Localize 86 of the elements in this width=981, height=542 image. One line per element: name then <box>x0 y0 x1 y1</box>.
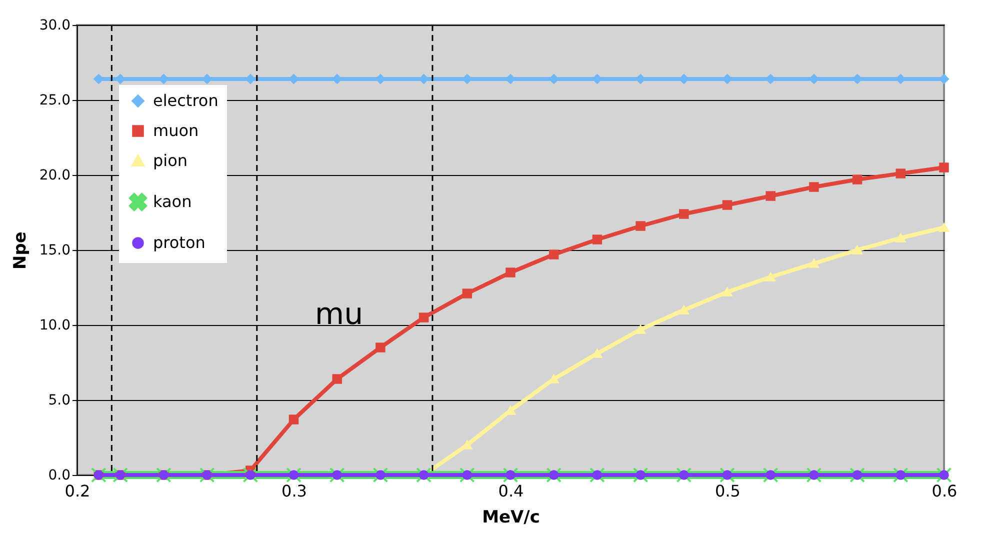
point <box>506 268 516 278</box>
point <box>806 467 822 483</box>
point <box>548 470 559 480</box>
y-tick-label: 30.0 <box>39 18 70 34</box>
y-axis-title: Npe <box>10 232 30 270</box>
point <box>896 168 906 178</box>
legend-label: proton <box>153 233 206 252</box>
point <box>766 191 776 201</box>
point <box>679 306 689 314</box>
point <box>156 467 172 483</box>
point <box>939 223 949 232</box>
point <box>416 467 432 483</box>
x-tick-label: 0.2 <box>64 482 90 500</box>
point <box>376 342 386 352</box>
point <box>852 246 862 254</box>
point <box>636 470 646 480</box>
point <box>548 250 559 260</box>
point <box>112 467 128 483</box>
point <box>592 234 602 244</box>
legend-label: muon <box>153 121 199 140</box>
point <box>722 200 732 210</box>
point <box>679 209 689 219</box>
point <box>939 470 949 480</box>
point <box>592 470 602 480</box>
point <box>242 467 258 483</box>
point <box>592 349 602 358</box>
point <box>632 467 648 483</box>
point <box>896 234 906 242</box>
point <box>332 374 342 384</box>
x-tick-label: 0.4 <box>498 482 524 500</box>
point <box>762 467 778 483</box>
point <box>892 467 908 483</box>
point <box>896 470 906 480</box>
point <box>852 174 862 184</box>
annotation: mu <box>314 297 364 332</box>
point <box>676 467 692 483</box>
point <box>332 74 342 84</box>
y-tick-label: 0.0 <box>48 468 70 484</box>
x-tick-label: 0.5 <box>715 482 740 500</box>
x-tick-label: 0.6 <box>932 482 958 500</box>
y-tick-label: 5.0 <box>48 392 70 408</box>
point <box>329 467 345 483</box>
point <box>936 467 952 483</box>
point <box>462 288 472 298</box>
point <box>636 221 646 231</box>
point <box>720 467 735 483</box>
x-tick-label: 0.3 <box>282 482 307 500</box>
point <box>546 467 562 483</box>
y-tick-label: 20.0 <box>39 168 70 184</box>
point <box>199 467 215 483</box>
point <box>589 467 605 483</box>
point <box>679 470 689 480</box>
point <box>939 74 949 84</box>
point <box>462 470 472 480</box>
point <box>809 259 819 268</box>
y-tick-label: 15.0 <box>39 242 70 258</box>
point <box>809 470 819 480</box>
point <box>722 470 732 480</box>
x-axis-title: MeV/c <box>482 508 540 528</box>
point <box>850 467 866 483</box>
point <box>286 467 302 483</box>
y-tick-label: 25.0 <box>39 92 70 108</box>
point <box>939 162 949 172</box>
point <box>722 288 732 296</box>
point <box>372 467 388 483</box>
point <box>766 74 776 84</box>
point <box>288 414 299 424</box>
point <box>809 182 819 192</box>
point <box>852 470 862 480</box>
legend-label: pion <box>153 151 188 170</box>
point <box>502 467 518 483</box>
point <box>202 74 212 84</box>
point <box>506 74 516 84</box>
point <box>90 467 106 483</box>
legend-label: electron <box>153 91 218 110</box>
point <box>636 74 646 84</box>
point <box>376 74 386 84</box>
point <box>766 470 776 480</box>
point <box>459 467 475 483</box>
legend-label: kaon <box>153 192 192 211</box>
point <box>418 312 429 322</box>
point <box>809 74 819 84</box>
point <box>766 272 776 282</box>
y-tick-label: 10.0 <box>39 318 70 334</box>
point <box>506 470 516 480</box>
point <box>636 325 646 334</box>
